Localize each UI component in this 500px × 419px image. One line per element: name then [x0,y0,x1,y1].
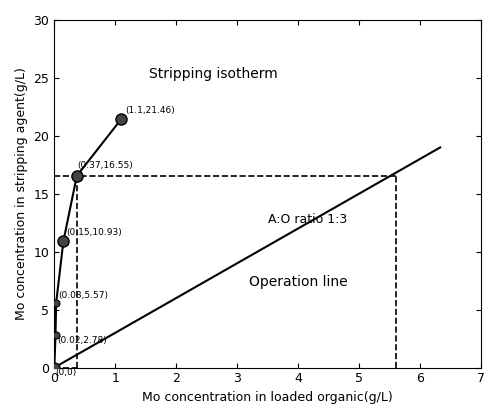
Text: (0.37,16.55): (0.37,16.55) [77,161,132,170]
Text: Operation line: Operation line [250,275,348,290]
Text: (0.15,10.93): (0.15,10.93) [66,228,122,238]
Text: (0,0): (0,0) [56,368,77,377]
X-axis label: Mo concentration in loaded organic(g/L): Mo concentration in loaded organic(g/L) [142,391,393,404]
Text: A:O ratio 1:3: A:O ratio 1:3 [268,213,347,226]
Text: (0.03,5.57): (0.03,5.57) [58,290,108,300]
Y-axis label: Mo concentration in stripping agent(g/L): Mo concentration in stripping agent(g/L) [15,67,28,320]
Text: (1.1,21.46): (1.1,21.46) [125,106,175,116]
Text: (0.02,2.78): (0.02,2.78) [58,336,107,345]
Text: Stripping isotherm: Stripping isotherm [149,67,278,81]
